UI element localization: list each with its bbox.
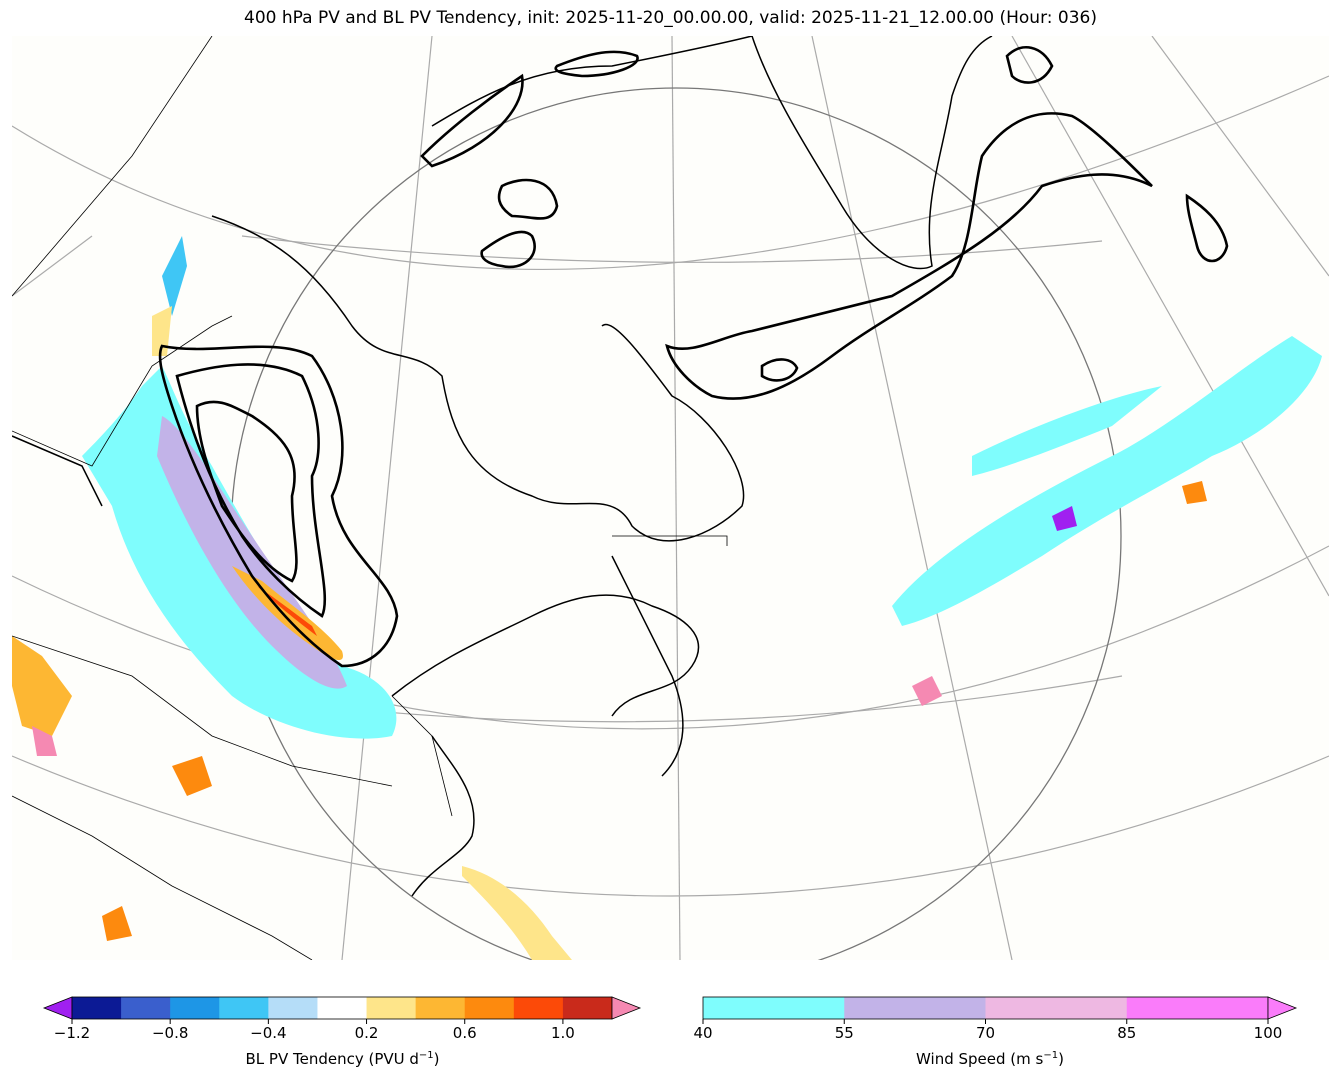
pv-colorbar-segment: [366, 997, 417, 1019]
wind-colorbar-tick-label: 40: [693, 1024, 713, 1042]
wind-colorbar-tick-label: 70: [975, 1024, 996, 1042]
pv-colorbar-under-arrow: [42, 996, 73, 1020]
pv-colorbar-tick-label: −0.8: [151, 1024, 189, 1042]
pv-colorbar-label-text: BL PV Tendency (PVU d: [245, 1050, 419, 1068]
pv-colorbar-segment: [317, 997, 368, 1019]
pv-colorbar-segment: [464, 997, 515, 1019]
pv-colorbar-segment: [121, 997, 171, 1019]
pv-colorbar-segment: [415, 997, 466, 1019]
pv-colorbar-tick-label: −1.2: [53, 1024, 91, 1042]
pv-colorbar-segment: [72, 997, 122, 1019]
pv-tendency-shading: [12, 236, 1207, 960]
map-panel[interactable]: [12, 36, 1329, 960]
pv-colorbar-label-sup: −1: [418, 1050, 434, 1061]
pv-colorbar-over-arrow: [611, 996, 642, 1020]
pv-colorbar-segment: [562, 997, 613, 1019]
wind-colorbar-segment: [985, 997, 1128, 1019]
political-boundaries: [12, 36, 728, 960]
pv-colorbar-label-end: ): [433, 1050, 440, 1068]
wind-colorbar-label-text: Wind Speed (m s: [916, 1050, 1044, 1068]
wind-colorbar-tick-label: 85: [1117, 1024, 1137, 1042]
pv-tendency-colorbar: [42, 996, 642, 1024]
wind-colorbar-label-end: ): [1058, 1050, 1064, 1068]
wind-speed-colorbar: [702, 996, 1298, 1024]
pv-contours: [158, 46, 1229, 668]
pv-colorbar-tick-label: 1.0: [550, 1024, 575, 1042]
pv-colorbar-segment: [170, 997, 220, 1019]
pv-colorbar-tick-label: 0.2: [354, 1024, 379, 1042]
pv-colorbar-label: BL PV Tendency (PVU d−1): [40, 1050, 645, 1068]
wind-colorbar-segment: [844, 997, 986, 1019]
coastlines: [12, 36, 993, 897]
pv-colorbar-segment: [219, 997, 269, 1019]
pv-colorbar-tick-label: −0.4: [250, 1024, 287, 1042]
chart-title: 400 hPa PV and BL PV Tendency, init: 202…: [244, 8, 1097, 28]
pv-colorbar-segment: [513, 997, 564, 1019]
wind-colorbar-tick-label: 55: [834, 1024, 854, 1042]
wind-colorbar-label-sup: −1: [1043, 1050, 1059, 1061]
pv-colorbar-segment: [268, 997, 318, 1019]
wind-colorbar-segment: [1126, 997, 1269, 1019]
pv-colorbar-tick-label: 0.6: [452, 1024, 477, 1042]
wind-colorbar-tick-label: 100: [1253, 1024, 1283, 1042]
wind-colorbar-segment: [703, 997, 845, 1019]
wind-colorbar-label: Wind Speed (m s−1): [700, 1050, 1280, 1068]
wind-colorbar-over-arrow: [1267, 996, 1298, 1020]
